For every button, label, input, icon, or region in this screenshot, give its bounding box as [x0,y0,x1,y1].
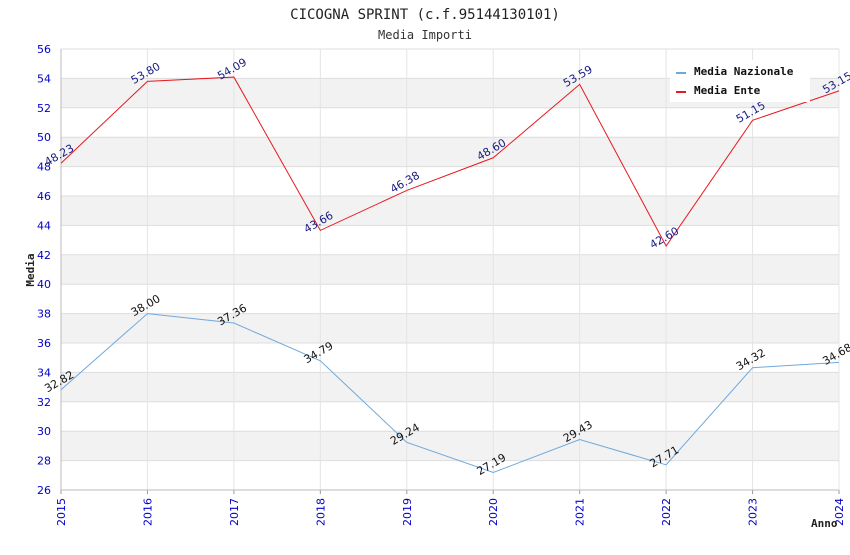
chart-title: CICOGNA SPRINT (c.f.95144130101) [290,7,560,23]
y-tick-label: 26 [37,484,51,497]
grid-band [61,196,839,226]
legend: Media Nazionale Media Ente [670,60,810,102]
axes [60,49,840,494]
y-tick-label: 46 [37,190,51,203]
y-tick-label: 54 [37,72,51,85]
y-tick-label: 42 [37,249,51,262]
x-tick-label: 2018 [314,498,327,526]
x-tick-label: 2017 [228,498,241,526]
x-tick-label: 2022 [660,498,673,526]
data-label: 34.68 [820,341,850,368]
y-tick-label: 36 [37,337,51,350]
y-tick-label: 52 [37,102,51,115]
y-tick-label: 38 [37,308,51,321]
data-label: 46.38 [388,169,422,196]
y-tick-label: 34 [37,366,51,379]
y-tick-label: 50 [37,131,51,144]
legend-box [670,60,810,102]
x-tick-label: 2023 [747,498,760,526]
y-tick-label: 44 [37,219,51,232]
x-tick-label: 2024 [833,498,846,526]
y-tick-label: 30 [37,425,51,438]
y-tick-label: 40 [37,278,51,291]
data-label: 42.60 [647,224,681,251]
x-tick-label: 2020 [487,498,500,526]
y-axis-ticks: 26 28 30 32 34 36 38 40 42 44 46 48 50 52 54 56 [37,43,51,497]
grid-band [61,372,839,402]
series-lines [60,76,840,474]
x-axis-ticks: 2015 2016 2017 2018 2019 2020 2021 2022 2023 2024 [55,498,846,526]
series-line-media-ente [60,76,840,247]
x-tick-label: 2021 [574,498,587,526]
gridlines [60,48,840,491]
x-tick-label: 2016 [141,498,154,526]
legend-label-media-ente: Media Ente [694,84,761,97]
y-tick-label: 28 [37,455,51,468]
grid-band [61,254,839,285]
chart-subtitle: Media Importi [378,28,472,42]
y-tick-label: 32 [37,396,51,409]
grid-band [61,137,839,167]
legend-label-media-nazionale: Media Nazionale [694,65,794,78]
grid-band [61,313,839,343]
x-tick-label: 2019 [401,498,414,526]
grid-bands [61,78,839,461]
y-tick-label: 56 [37,43,51,56]
x-tick-label: 2015 [55,498,68,526]
y-axis-label: Media [24,253,37,286]
y-tick-label: 48 [37,161,51,174]
series-line-media-nazionale [60,313,840,474]
x-axis-label: Anno [811,517,838,530]
grid-band [61,431,839,461]
